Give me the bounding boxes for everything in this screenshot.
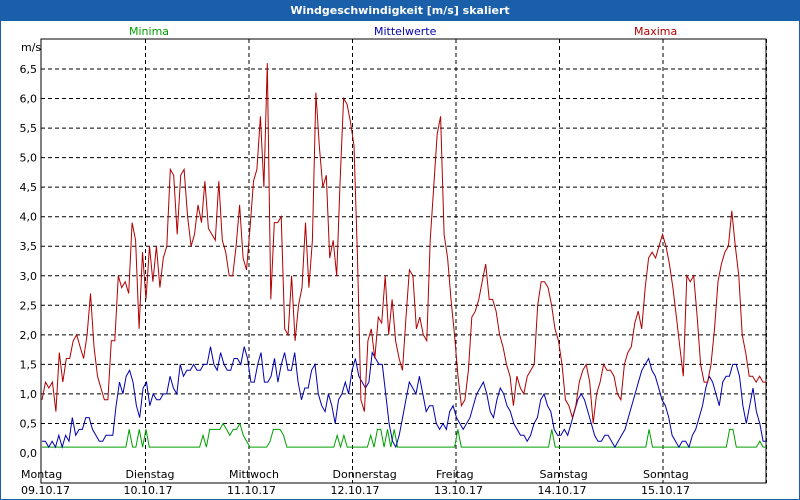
y-tick-label: 0,5 xyxy=(20,417,38,430)
legend-maxima: Maxima xyxy=(634,25,678,38)
x-tick-date: 12.10.17 xyxy=(331,484,380,497)
legend-minima: Minima xyxy=(129,25,170,38)
x-tick-day: Montag xyxy=(21,468,62,481)
chart-title: Windgeschwindigkeit [m/s] skaliert xyxy=(1,1,799,21)
y-tick-label: 2,5 xyxy=(20,299,38,312)
x-tick-date: 15.10.17 xyxy=(641,484,690,497)
chart-plot: 0,0 0,5 1,0 1,5 2,0 2,5 3,0 3,5 4,0 4,5 5,0 5,5 6,0 6… xyxy=(20,38,767,497)
vertical-grid xyxy=(145,39,767,483)
x-tick-day: Donnerstag xyxy=(333,468,397,481)
y-tick-label: 6,0 xyxy=(20,93,38,106)
series-line-minima xyxy=(42,422,767,449)
x-tick-date: 10.10.17 xyxy=(124,484,173,497)
series-lines xyxy=(41,63,767,449)
y-tick-label: 2,0 xyxy=(20,329,38,342)
y-axis-unit: m/s xyxy=(21,41,42,54)
x-tick-labels: Montag 09.10.17 Dienstag 10.10.17 Mittwoch 11… xyxy=(21,468,690,497)
y-tick-label: 1,5 xyxy=(20,358,38,371)
x-tick-date: 11.10.17 xyxy=(227,484,276,497)
y-tick-label: 4,5 xyxy=(20,181,38,194)
y-tick-label: 1,0 xyxy=(20,388,38,401)
y-tick-label: 5,0 xyxy=(20,152,38,165)
y-tick-label: 3,5 xyxy=(20,240,38,253)
plot-area xyxy=(40,38,767,484)
y-tick-label: 0,0 xyxy=(20,447,38,460)
x-tick-date: 13.10.17 xyxy=(434,484,483,497)
x-tick-day: Freitag xyxy=(436,468,474,481)
x-tick-day: Dienstag xyxy=(126,468,175,481)
x-tick-date: 14.10.17 xyxy=(538,484,587,497)
x-tick-day: Sonntag xyxy=(643,468,689,481)
y-tick-label: 3,0 xyxy=(20,270,38,283)
x-tick-day: Samstag xyxy=(540,468,588,481)
series-line-mittelwerte xyxy=(42,346,767,449)
x-tick-day: Mittwoch xyxy=(229,468,279,481)
y-tick-label: 4,0 xyxy=(20,211,38,224)
y-tick-labels: 0,0 0,5 1,0 1,5 2,0 2,5 3,0 3,5 4,0 4,5 5,0 5,5 6,0 6… xyxy=(20,63,38,460)
y-tick-label: 6,5 xyxy=(20,63,38,76)
x-tick-date: 09.10.17 xyxy=(21,484,70,497)
legend-mittelwerte: Mittelwerte xyxy=(374,25,437,38)
series-line-maxima xyxy=(41,63,767,424)
y-tick-label: 5,5 xyxy=(20,122,38,135)
